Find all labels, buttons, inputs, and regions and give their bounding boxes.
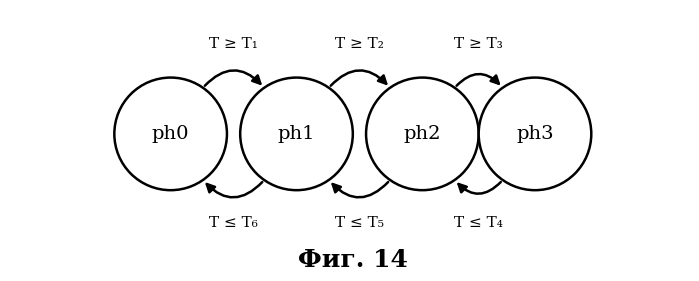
Text: Фиг. 14: Фиг. 14 bbox=[298, 248, 408, 272]
Text: T ≤ T₅: T ≤ T₅ bbox=[335, 216, 384, 230]
FancyArrowPatch shape bbox=[205, 70, 260, 86]
Circle shape bbox=[479, 78, 591, 190]
Text: ph1: ph1 bbox=[278, 125, 315, 143]
Text: T ≤ T₄: T ≤ T₄ bbox=[454, 216, 503, 230]
Circle shape bbox=[240, 78, 353, 190]
FancyArrowPatch shape bbox=[331, 70, 387, 86]
FancyArrowPatch shape bbox=[456, 74, 499, 86]
Text: T ≤ T₆: T ≤ T₆ bbox=[209, 216, 258, 230]
Text: T ≥ T₁: T ≥ T₁ bbox=[209, 37, 258, 51]
FancyArrowPatch shape bbox=[333, 182, 388, 197]
Text: ph3: ph3 bbox=[516, 125, 554, 143]
Text: T ≥ T₃: T ≥ T₃ bbox=[454, 37, 503, 51]
Text: T ≥ T₂: T ≥ T₂ bbox=[335, 37, 384, 51]
Circle shape bbox=[115, 78, 227, 190]
Text: ph0: ph0 bbox=[152, 125, 189, 143]
Circle shape bbox=[366, 78, 479, 190]
FancyArrowPatch shape bbox=[459, 182, 500, 194]
Text: ph2: ph2 bbox=[403, 125, 441, 143]
FancyArrowPatch shape bbox=[207, 182, 262, 197]
